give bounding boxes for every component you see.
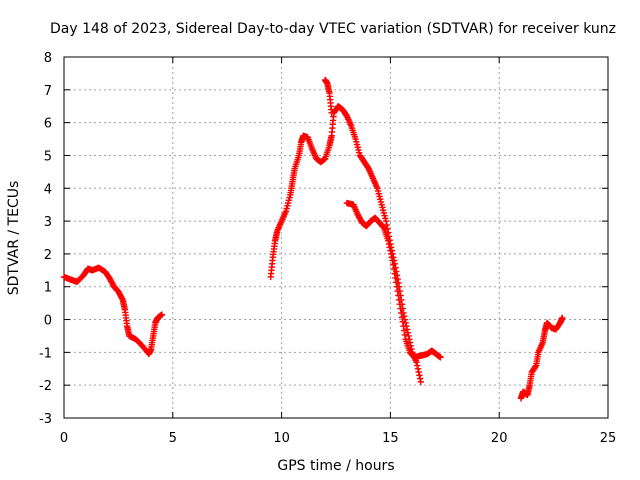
data-point-interp [405, 332, 412, 340]
data-point-interp [390, 266, 398, 273]
y-tick-label: 1 [44, 281, 52, 296]
data-point-interp [118, 295, 126, 302]
data-point [158, 311, 166, 318]
data-point [393, 283, 401, 290]
x-tick-label: 15 [382, 431, 399, 446]
data-point [417, 378, 425, 386]
data-point-interp [387, 247, 394, 254]
data-point-interp [386, 244, 393, 251]
data-point-interp [403, 326, 411, 333]
data-point-interp [395, 296, 403, 304]
data-point-interp [401, 331, 409, 339]
data-point-interp [414, 362, 421, 369]
data-point [437, 354, 444, 361]
data-point [389, 257, 396, 264]
y-tick-label: 6 [44, 117, 52, 132]
y-tick-label: 2 [44, 248, 52, 263]
y-tick-label: 7 [44, 84, 52, 99]
data-point-interp [397, 305, 404, 312]
data-point-interp [384, 225, 391, 232]
data-point [382, 217, 390, 225]
data-point-interp [400, 322, 407, 330]
data-series-2 [267, 103, 425, 386]
data-point-interp [390, 261, 397, 269]
data-point [559, 314, 566, 322]
data-point-interp [392, 274, 399, 282]
y-tick-label: -1 [39, 346, 52, 361]
y-tick-label: 5 [44, 149, 52, 164]
data-point-interp [406, 339, 414, 346]
data-point [328, 109, 335, 116]
data-point-interp [402, 319, 409, 327]
data-point [398, 309, 405, 317]
data-series-3 [321, 76, 335, 116]
x-axis-title: GPS time / hours [277, 458, 394, 474]
x-tick-label: 10 [273, 431, 290, 446]
data-series-4 [343, 199, 444, 361]
data-point-interp [391, 270, 398, 277]
data-point-interp [416, 372, 423, 379]
data-point-interp [393, 279, 400, 286]
data-point-interp [385, 240, 393, 248]
data-point-interp [398, 314, 406, 321]
x-tick-label: 0 [60, 431, 68, 446]
data-point [385, 237, 392, 244]
data-point [413, 359, 420, 366]
x-tick-label: 25 [600, 431, 617, 446]
data-series-5 [517, 314, 566, 402]
x-tick-label: 20 [491, 431, 508, 446]
y-tick-label: -2 [39, 379, 52, 394]
data-point-interp [416, 375, 424, 382]
data-point-interp [388, 253, 396, 261]
data-point-interp [532, 363, 539, 370]
data-point-interp [395, 292, 402, 299]
data-point-interp [400, 327, 408, 334]
x-tick-label: 5 [169, 431, 177, 446]
data-point-interp [387, 250, 395, 258]
data-series-1 [60, 264, 166, 358]
x-axis: 0 5 10 15 20 25 [60, 57, 616, 446]
y-tick-label: 8 [44, 51, 52, 66]
y-axis: -3 -2 -1 0 1 2 3 4 5 6 7 8 [39, 51, 608, 427]
y-tick-label: 3 [44, 215, 52, 230]
y-tick-label: 0 [44, 314, 52, 329]
data-point-interp [399, 318, 406, 325]
data-points [60, 76, 566, 402]
data-point-interp [394, 287, 401, 295]
y-tick-label: -3 [39, 412, 52, 427]
data-point-interp [414, 365, 422, 372]
plot-frame [63, 56, 609, 419]
data-point-interp [415, 368, 422, 376]
data-point-interp [396, 301, 404, 308]
chart-title: Day 148 of 2023, Sidereal Day-to-day VTE… [50, 21, 616, 37]
y-axis-title: SDTVAR / TECUs [6, 181, 22, 296]
y-tick-label: 4 [44, 182, 52, 197]
